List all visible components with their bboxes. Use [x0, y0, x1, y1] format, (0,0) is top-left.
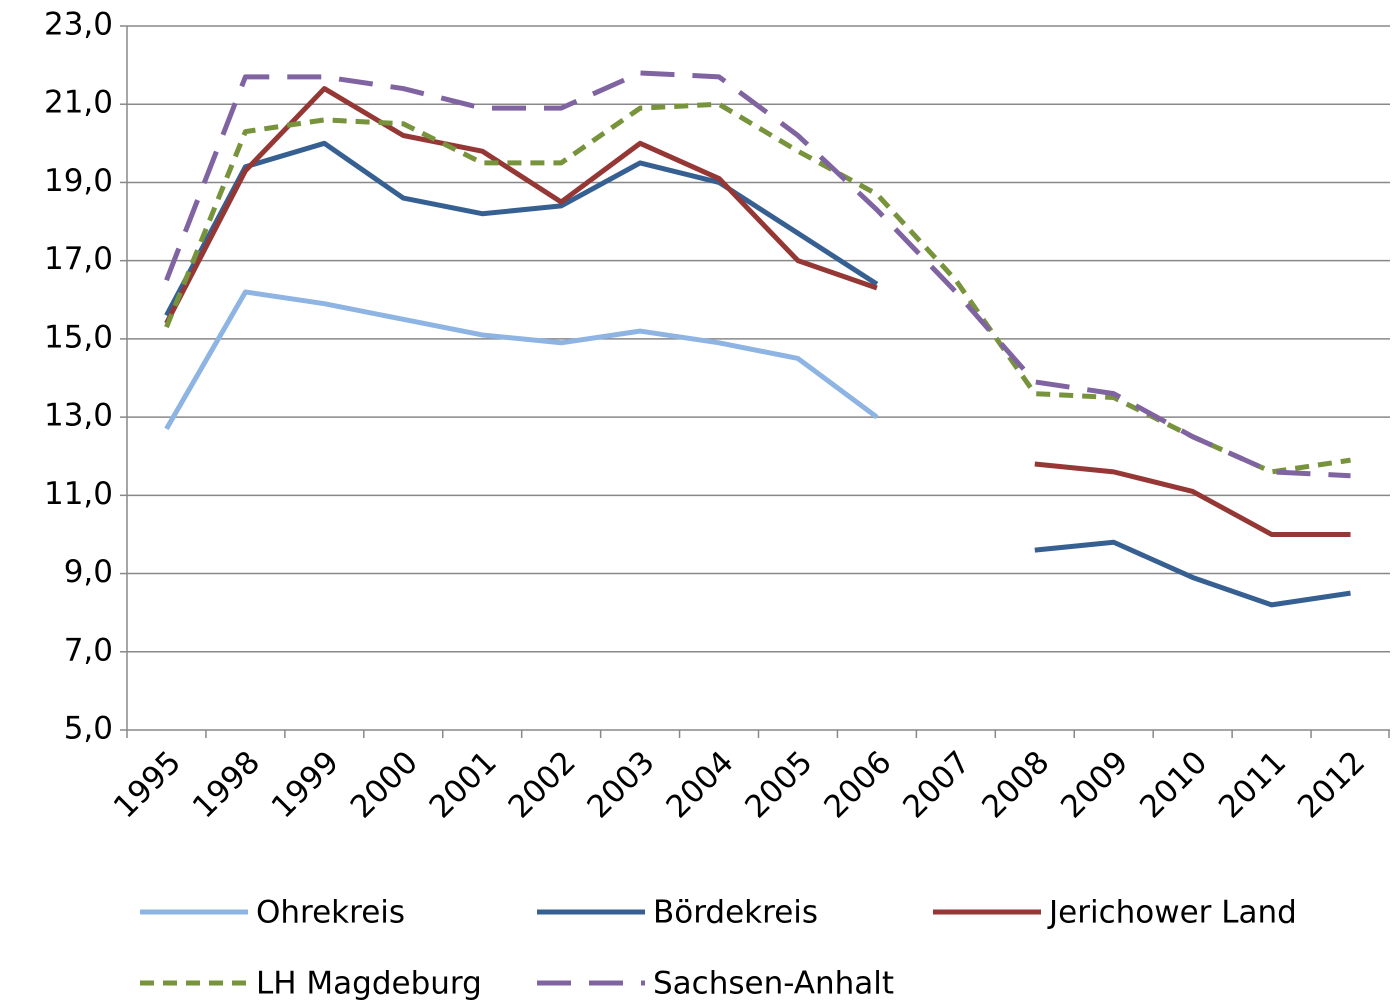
y-tick-label: 7,0 — [64, 632, 113, 668]
x-tick-label: 2009 — [1054, 744, 1135, 825]
legend-label: LH Magdeburg — [256, 966, 482, 1002]
legend-label: Jerichower Land — [1047, 895, 1297, 931]
x-tick-label: 2000 — [344, 744, 425, 825]
x-tick-label: 2005 — [738, 744, 819, 825]
x-tick-label: 1998 — [186, 744, 267, 825]
x-tick-label: 2008 — [975, 744, 1056, 825]
series-line — [164, 289, 879, 431]
x-tick-label: 2004 — [659, 744, 740, 825]
y-tick-label: 21,0 — [44, 85, 113, 121]
y-tick-label: 11,0 — [44, 476, 113, 512]
series-line — [164, 70, 1351, 479]
x-tick-label: 1995 — [107, 744, 188, 825]
y-tick-label: 9,0 — [64, 554, 113, 590]
x-tick-label: 2001 — [423, 744, 504, 825]
y-tick-label: 19,0 — [44, 163, 113, 199]
y-tick-label: 17,0 — [44, 241, 113, 277]
y-tick-label: 13,0 — [44, 398, 113, 434]
legend-label: Bördekreis — [653, 895, 818, 931]
legend-label: Ohrekreis — [256, 895, 405, 931]
y-tick-label: 5,0 — [64, 711, 113, 747]
y-tick-label: 15,0 — [44, 319, 113, 355]
x-tick-label: 2012 — [1291, 744, 1372, 825]
legend-label: Sachsen-Anhalt — [653, 966, 894, 1002]
series-line — [164, 86, 1351, 537]
y-tick-label: 23,0 — [44, 7, 113, 43]
x-tick-label: 2006 — [817, 744, 898, 825]
series-line — [164, 140, 1351, 608]
x-tick-label: 1999 — [265, 744, 346, 825]
x-tick-label: 2003 — [581, 744, 662, 825]
x-tick-label: 2002 — [502, 744, 583, 825]
x-tick-label: 2011 — [1212, 744, 1293, 825]
x-tick-label: 2010 — [1133, 744, 1214, 825]
x-tick-label: 2007 — [896, 744, 977, 825]
